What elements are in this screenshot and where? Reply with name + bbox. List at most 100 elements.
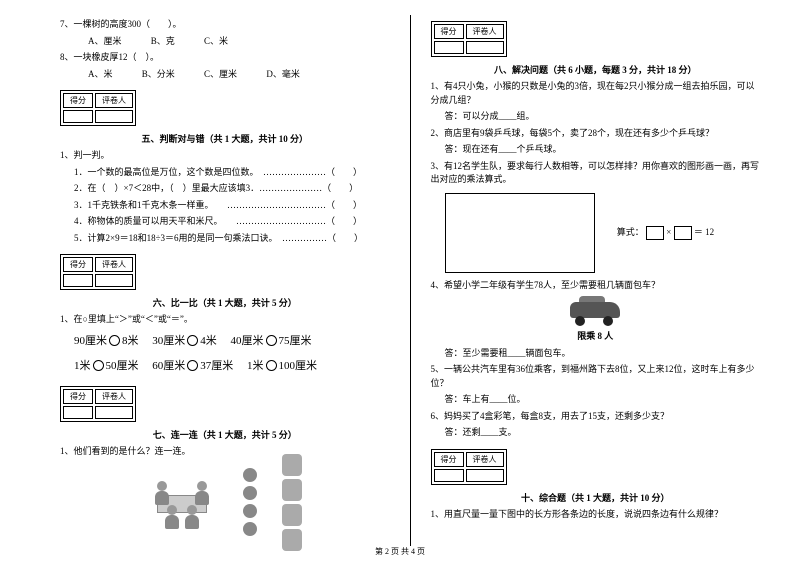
- character-icon: [282, 504, 302, 526]
- q8-options: A、米 B、分米 C、厘米 D、毫米: [60, 68, 390, 82]
- section7-title: 七、连一连（共 1 大题，共计 5 分）: [60, 428, 390, 441]
- s6-1b: 8米: [122, 335, 139, 347]
- characters-column: [282, 454, 302, 551]
- s5-item1: 1．一个数的最高位是万位，这个数是四位数。 …………………（ ）: [60, 166, 390, 180]
- s8-q6: 6、妈妈买了4盒彩笔，每盒8支，用去了15支，还剩多少支？: [431, 410, 761, 424]
- score-label: 得分: [63, 93, 93, 108]
- blank-box: [674, 226, 692, 240]
- s6-row1: 90厘米8米 30厘米4米 40厘米75厘米: [60, 330, 390, 352]
- table-scene-icon: [147, 477, 217, 527]
- matching-illustration: [135, 462, 315, 542]
- q8-opt-c: C、厘米: [204, 69, 237, 79]
- score-box-7: 得分 评卷人: [60, 386, 136, 422]
- face-icon: [243, 522, 257, 536]
- grader-label: 评卷人: [95, 93, 133, 108]
- grader-label: 评卷人: [466, 24, 504, 39]
- grader-label: 评卷人: [95, 389, 133, 404]
- grader-label: 评卷人: [466, 452, 504, 467]
- expr-label: 算式：: [617, 227, 644, 237]
- expression-area: 算式： × ＝ 12: [617, 226, 714, 240]
- grader-blank: [95, 110, 133, 123]
- character-icon: [282, 479, 302, 501]
- section6-title: 六、比一比（共 1 大题，共计 5 分）: [60, 296, 390, 309]
- s8-q4-ans: 答：至少需要租____辆面包车。: [431, 347, 761, 361]
- s8-q2-ans: 答：现在还有____个乒乓球。: [431, 143, 761, 157]
- score-label: 得分: [434, 24, 464, 39]
- section10-title: 十、综合题（共 1 大题，共计 10 分）: [431, 491, 761, 504]
- s6-2b: 50厘米: [106, 360, 139, 372]
- s8-q5-ans: 答：车上有____位。: [431, 393, 761, 407]
- compare-circle: [266, 335, 277, 346]
- q7-opt-c: C、米: [204, 36, 228, 46]
- s5-item5: 5．计算2×9＝18和18÷3＝6用的是同一句乘法口诀。 ……………（ ）: [60, 232, 390, 246]
- section8-title: 八、解决问题（共 6 小题，每题 3 分，共计 18 分）: [431, 63, 761, 76]
- faces-column: [243, 468, 257, 536]
- s8-q3-workarea: 算式： × ＝ 12: [431, 193, 761, 273]
- grader-blank: [95, 406, 133, 419]
- score-box-5: 得分 评卷人: [60, 90, 136, 126]
- q7-opt-b: B、克: [151, 36, 175, 46]
- face-icon: [243, 468, 257, 482]
- score-label: 得分: [63, 389, 93, 404]
- score-blank: [434, 41, 464, 54]
- right-column: 得分 评卷人 八、解决问题（共 6 小题，每题 3 分，共计 18 分） 1、有…: [411, 15, 771, 546]
- section5-title: 五、判断对与错（共 1 大题，共计 10 分）: [60, 132, 390, 145]
- drawing-box: [445, 193, 595, 273]
- s5-item2: 2．在（ ）×7＜28中，（ ）里最大应该填3．…………………（ ）: [60, 182, 390, 196]
- score-box-8: 得分 评卷人: [431, 21, 507, 57]
- q7-stem: 7、一棵树的高度300（ ）。: [60, 18, 390, 32]
- face-icon: [243, 504, 257, 518]
- s5-stem: 1、判一判。: [60, 149, 390, 163]
- left-column: 7、一棵树的高度300（ ）。 A、厘米 B、克 C、米 8、一块橡皮厚12（ …: [50, 15, 411, 546]
- q8-stem: 8、一块橡皮厚12（ ）。: [60, 51, 390, 65]
- q7-options: A、厘米 B、克 C、米: [60, 35, 390, 49]
- s6-stem: 1、在○里填上“＞”或“＜”或“＝”。: [60, 313, 390, 327]
- grader-blank: [466, 41, 504, 54]
- character-icon: [282, 454, 302, 476]
- s8-q5: 5、一辆公共汽车里有36位乘客，到福州路下去8位，又上来12位，这时车上有多少位…: [431, 363, 761, 390]
- score-blank: [434, 469, 464, 482]
- s6-2d: 37厘米: [200, 360, 233, 372]
- s6-1c: 30厘米: [152, 335, 185, 347]
- s8-q3: 3、有12名学生队，要求每行人数相等，可以怎样排？用你喜欢的图形画一画，再写出对…: [431, 160, 761, 187]
- s8-q1-ans: 答：可以分成____组。: [431, 110, 761, 124]
- compare-circle: [93, 360, 104, 371]
- expr-eq: ＝ 12: [694, 227, 714, 237]
- s10-q1: 1、用直尺量一量下图中的长方形各条边的长度，说说四条边有什么规律？: [431, 508, 761, 522]
- s8-q2: 2、商店里有9袋乒乓球，每袋5个，卖了28个，现在还有多少个乒乓球？: [431, 127, 761, 141]
- s6-row2: 1米50厘米 60厘米37厘米 1米100厘米: [60, 355, 390, 377]
- score-box-6: 得分 评卷人: [60, 254, 136, 290]
- score-blank: [63, 274, 93, 287]
- compare-circle: [187, 335, 198, 346]
- q8-opt-b: B、分米: [142, 69, 175, 79]
- s6-2c: 60厘米: [152, 360, 185, 372]
- page-container: 7、一棵树的高度300（ ）。 A、厘米 B、克 C、米 8、一块橡皮厚12（ …: [0, 0, 800, 546]
- compare-circle: [109, 335, 120, 346]
- score-label: 得分: [63, 257, 93, 272]
- q8-opt-d: D、毫米: [266, 69, 300, 79]
- score-blank: [63, 406, 93, 419]
- s6-1e: 40厘米: [231, 335, 264, 347]
- grader-blank: [466, 469, 504, 482]
- score-blank: [63, 110, 93, 123]
- s5-item4: 4．称物体的质量可以用天平和米尺。 …………………………（ ）: [60, 215, 390, 229]
- s8-q4: 4、希望小学二年级有学生78人，至少需要租几辆面包车？: [431, 279, 761, 293]
- score-box-10: 得分 评卷人: [431, 449, 507, 485]
- s8-q6-ans: 答：还剩____支。: [431, 426, 761, 440]
- s6-2e: 1米: [247, 360, 264, 372]
- car-capacity-label: 限乘 8 人: [431, 330, 761, 344]
- face-icon: [243, 486, 257, 500]
- page-footer: 第 2 页 共 4 页: [0, 546, 800, 557]
- grader-label: 评卷人: [95, 257, 133, 272]
- s5-item3: 3．1千克铁条和1千克木条一样重。 ……………………………（ ）: [60, 199, 390, 213]
- score-label: 得分: [434, 452, 464, 467]
- s6-2f: 100厘米: [279, 360, 318, 372]
- compare-circle: [266, 360, 277, 371]
- car-icon: [565, 296, 625, 326]
- s8-q1: 1、有4只小兔，小猴的只数是小兔的3倍，现在每2只小猴分成一组去拍乐园，可以分成…: [431, 80, 761, 107]
- q7-opt-a: A、厘米: [88, 36, 122, 46]
- compare-circle: [187, 360, 198, 371]
- s6-1f: 75厘米: [279, 335, 312, 347]
- s7-stem: 1、他们看到的是什么？连一连。: [60, 445, 390, 459]
- grader-blank: [95, 274, 133, 287]
